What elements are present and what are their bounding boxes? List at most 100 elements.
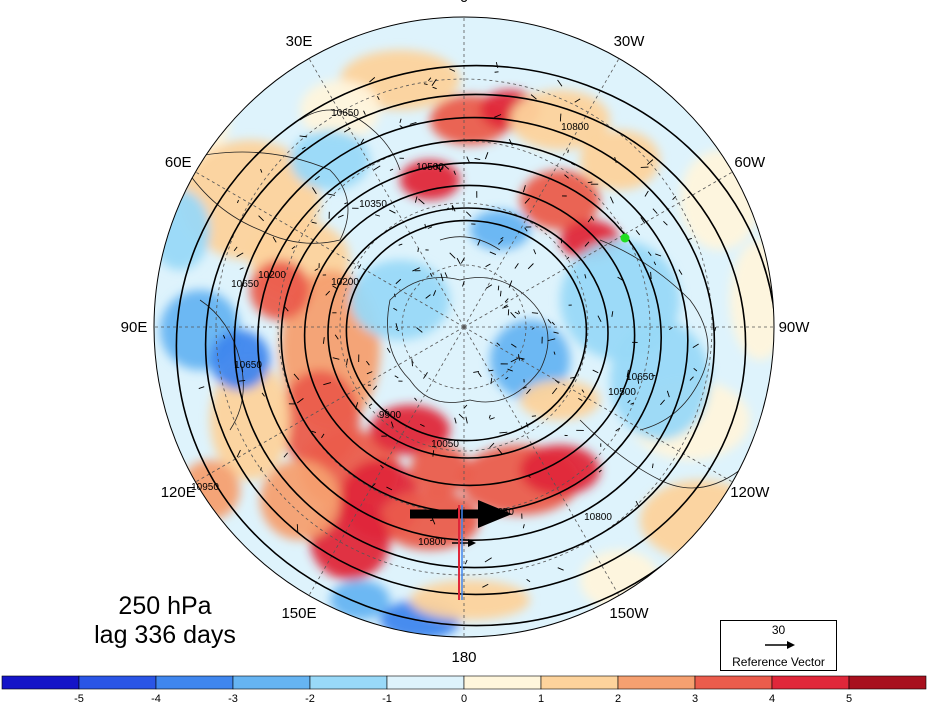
- wind-vector: [496, 342, 501, 346]
- wind-vector: [239, 267, 244, 270]
- wind-vector: [518, 354, 520, 361]
- wind-vector: [346, 358, 348, 365]
- wind-vector: [449, 252, 456, 259]
- meridian-330: [308, 58, 465, 328]
- longitude-label: 120E: [161, 484, 196, 501]
- wind-vector: [522, 524, 525, 529]
- colorbar-tick: 4: [769, 693, 775, 702]
- anomaly-patch-15: [580, 130, 660, 190]
- wind-vector: [488, 414, 491, 419]
- meridian-60: [463, 171, 733, 328]
- wind-vector: [508, 280, 513, 288]
- large-vectors: [410, 500, 512, 600]
- wind-vector: [547, 338, 556, 342]
- meridian-300: [195, 171, 465, 328]
- wind-vector: [652, 208, 658, 214]
- colorbar-tick: -2: [305, 693, 315, 702]
- wind-vector: [566, 256, 570, 260]
- wind-vector: [293, 373, 300, 381]
- wind-vector: [233, 246, 238, 252]
- anomaly-patch-42: [580, 550, 660, 610]
- wind-vector: [272, 236, 277, 243]
- wind-vector: [314, 175, 320, 181]
- coastline-5: [439, 236, 501, 251]
- contour-label: 10500: [416, 162, 444, 173]
- wind-vector: [611, 311, 614, 317]
- wind-vector: [484, 557, 492, 563]
- wind-vector: [389, 168, 394, 171]
- wind-vector: [660, 399, 665, 406]
- wind-vector: [627, 399, 631, 404]
- wind-vector: [417, 248, 419, 253]
- wind-vector: [653, 261, 657, 266]
- contour-label: 10800: [561, 122, 589, 133]
- colorbar-swatch: [771, 675, 850, 690]
- coastline-3: [579, 419, 741, 489]
- colorbar-tick: -5: [74, 693, 84, 702]
- wind-vector: [260, 168, 263, 173]
- wind-vector: [394, 375, 399, 379]
- wind-vector: [482, 583, 489, 588]
- wind-vector: [429, 273, 433, 277]
- wind-vector: [449, 68, 456, 72]
- wind-vector: [530, 94, 537, 100]
- wind-vector: [386, 347, 391, 353]
- coastline-1: [179, 151, 349, 244]
- wind-vector: [635, 230, 641, 236]
- wind-vector: [440, 273, 444, 282]
- wind-vector: [490, 377, 493, 385]
- medium-vector-head: [468, 539, 476, 547]
- wind-vector: [456, 257, 461, 265]
- wind-vector: [510, 312, 516, 319]
- anomaly-patch-12: [520, 170, 600, 230]
- wind-vector: [236, 449, 241, 458]
- wind-vector: [587, 181, 593, 184]
- wind-vector: [423, 372, 428, 379]
- wind-vector: [647, 251, 652, 256]
- wind-vector: [409, 122, 417, 125]
- wind-vector: [617, 276, 624, 282]
- reference-vector-value: 30: [771, 623, 786, 637]
- wind-vector: [446, 207, 449, 211]
- wind-vector: [370, 483, 376, 489]
- wind-vector: [399, 125, 403, 128]
- wind-vector: [557, 567, 564, 571]
- wind-vector: [499, 431, 508, 434]
- wind-vector: [651, 463, 654, 469]
- colorbar-tick: 1: [538, 693, 544, 702]
- contour-label: 10200: [331, 277, 359, 288]
- wind-vector: [444, 272, 448, 278]
- wind-vector: [574, 98, 581, 103]
- wind-vector: [527, 263, 534, 270]
- wind-vector: [655, 253, 662, 257]
- colorbar-tick: -4: [151, 693, 161, 702]
- wind-vector: [489, 442, 495, 449]
- wind-vector: [531, 312, 539, 314]
- wind-vector: [411, 358, 413, 367]
- wind-vector: [314, 268, 319, 271]
- wind-vector: [358, 264, 362, 269]
- contour-label: 10050: [431, 439, 459, 450]
- wind-vector: [360, 138, 365, 144]
- wind-vector: [424, 223, 427, 229]
- meridian-210: [308, 326, 465, 596]
- anomaly-patch-30: [410, 580, 530, 620]
- wind-vector: [522, 185, 526, 193]
- colorbar-swatch: [386, 675, 465, 690]
- contour-label: 10650: [331, 108, 359, 119]
- wind-vector: [494, 114, 502, 118]
- height-contour-6: [204, 93, 747, 596]
- wind-vector: [322, 337, 325, 344]
- wind-vector: [355, 408, 360, 411]
- wind-vector: [368, 403, 373, 407]
- colorbar-swatch: [694, 675, 773, 690]
- colorbar-swatch: [232, 675, 311, 690]
- wind-vector: [291, 246, 296, 250]
- wind-vector: [301, 146, 306, 150]
- wind-vector: [393, 307, 398, 311]
- height-contour-2: [303, 184, 636, 487]
- wind-vector: [443, 164, 450, 170]
- wind-vector: [524, 198, 530, 204]
- anomaly-patch-24: [350, 260, 450, 340]
- wind-vector: [597, 315, 602, 322]
